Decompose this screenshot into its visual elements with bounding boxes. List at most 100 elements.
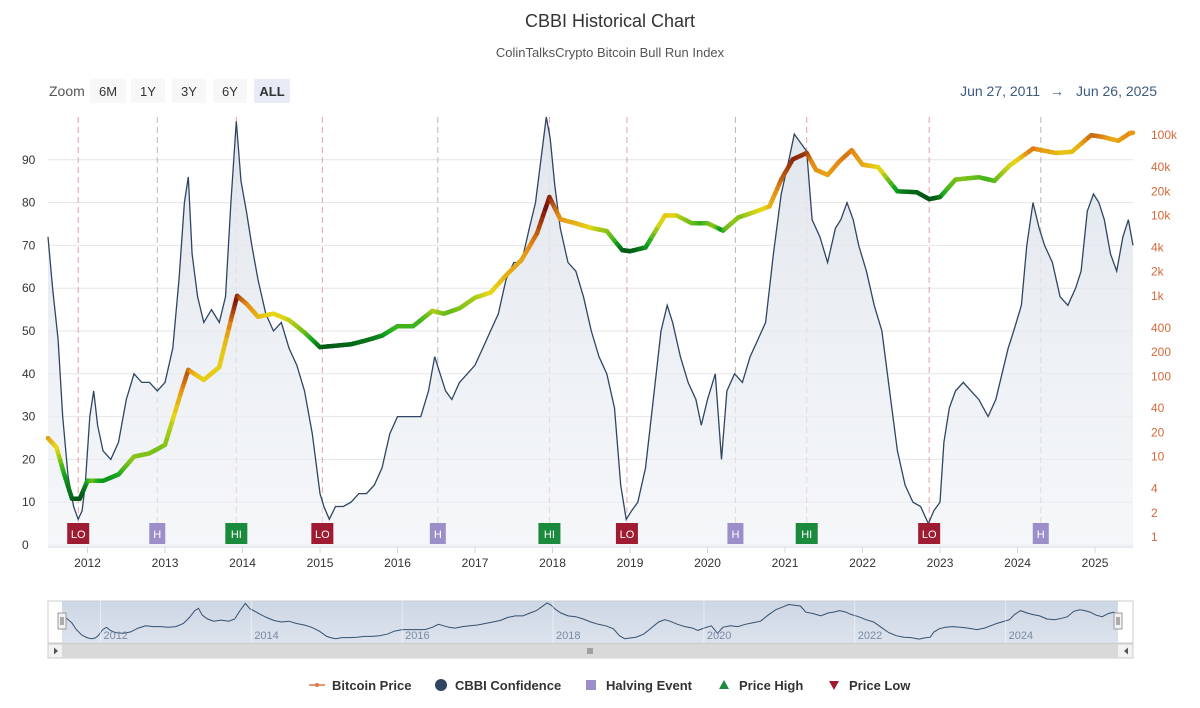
legend-circle-icon	[435, 679, 447, 691]
zoom-button-bg	[254, 79, 290, 103]
marker-box	[615, 523, 638, 544]
navigator-ticks: 2012 2014 2016 2018 2020 2022 2024	[99, 601, 1033, 643]
legend-label: Halving Event	[606, 678, 693, 693]
left-tick-label: 80	[22, 196, 36, 210]
left-tick-label: 60	[22, 281, 36, 295]
zoom-button-label: 6Y	[222, 84, 238, 99]
marker-box	[918, 523, 941, 544]
marker-price-low[interactable]: LO	[615, 523, 638, 544]
right-tick-label: 2	[1151, 506, 1158, 520]
marker-halving-event[interactable]: H	[727, 523, 744, 544]
x-tick-label: 2024	[1004, 556, 1031, 570]
zoom-button-bg	[172, 79, 206, 103]
marker-halving-event[interactable]: H	[149, 523, 166, 544]
range-from[interactable]: Jun 27, 2011	[960, 83, 1040, 99]
left-tick-label: 30	[22, 410, 36, 424]
left-tick-label: 40	[22, 367, 36, 381]
right-tick-label: 100	[1151, 369, 1171, 383]
marker-price-low[interactable]: LO	[67, 523, 90, 544]
x-tick-label: 2014	[229, 556, 256, 570]
zoom-button-all[interactable]: ALL	[254, 79, 290, 103]
zoom-button-bg	[90, 79, 126, 103]
marker-price-low[interactable]: LO	[918, 523, 941, 544]
x-tick-label: 2016	[384, 556, 411, 570]
zoom-button-6m[interactable]: 6M	[90, 79, 126, 103]
x-tick-label: 2013	[152, 556, 179, 570]
cbbi-fill	[48, 117, 1133, 545]
right-tick-label: 40k	[1151, 160, 1171, 174]
marker-price-high[interactable]: HI	[538, 523, 561, 544]
scrollbar[interactable]	[47, 643, 1134, 659]
navigator-handle-right[interactable]	[1113, 612, 1123, 630]
right-tick-label: 10k	[1151, 209, 1171, 223]
marker-label: HI	[231, 529, 242, 541]
legend-triangle-down-icon	[829, 681, 839, 690]
legend-item-halving-event[interactable]: Halving Event	[586, 678, 693, 693]
marker-label: LO	[620, 529, 635, 541]
left-tick-label: 20	[22, 452, 36, 466]
legend-item-price-high[interactable]: Price High	[719, 678, 803, 693]
right-tick-label: 4	[1151, 482, 1158, 496]
x-tick-label: 2021	[772, 556, 799, 570]
scroll-right-icon[interactable]	[1124, 647, 1128, 655]
left-tick-label: 0	[22, 538, 29, 552]
range-to[interactable]: Jun 26, 2025	[1076, 83, 1157, 99]
zoom-button-1y[interactable]: 1Y	[131, 79, 165, 103]
x-tick-label: 2025	[1082, 556, 1109, 570]
x-tick-label: 2012	[74, 556, 101, 570]
marker-halving-event[interactable]: H	[429, 523, 446, 544]
legend-square-icon	[586, 680, 596, 690]
marker-label: H	[1037, 529, 1045, 541]
date-range: Jun 27, 2011 → Jun 26, 2025	[960, 83, 1157, 99]
right-tick-label: 2k	[1151, 265, 1165, 279]
marker-label: HI	[801, 529, 812, 541]
x-tick-label: 2023	[927, 556, 954, 570]
legend-label: Bitcoin Price	[332, 678, 411, 693]
left-tick-label: 50	[22, 324, 36, 338]
zoom-button-bg	[131, 79, 165, 103]
marker-label: H	[434, 529, 442, 541]
zoom-button-3y[interactable]: 3Y	[172, 79, 206, 103]
left-tick-label: 10	[22, 495, 36, 509]
zoom-button-6y[interactable]: 6Y	[213, 79, 247, 103]
chart-title: CBBI Historical Chart	[525, 11, 695, 31]
marker-halving-event[interactable]: H	[1032, 523, 1049, 544]
legend-item-bitcoin-price[interactable]: Bitcoin Price	[309, 678, 411, 693]
cbbi-area	[47, 116, 1134, 545]
marker-label: H	[153, 529, 161, 541]
zoom-button-bg	[213, 79, 247, 103]
marker-price-high[interactable]: HI	[795, 523, 818, 544]
navigator-tick-label: 2018	[556, 630, 580, 642]
navigator-tick-label: 2024	[1009, 630, 1033, 642]
marker-price-low[interactable]: LO	[311, 523, 334, 544]
navigator-tick-label: 2014	[254, 630, 278, 642]
marker-box	[727, 523, 744, 544]
marker-box	[67, 523, 90, 544]
right-tick-label: 20	[1151, 425, 1165, 439]
legend-label: CBBI Confidence	[455, 678, 561, 693]
legend-label: Price Low	[849, 678, 911, 693]
legend-item-price-low[interactable]: Price Low	[829, 678, 911, 693]
marker-label: LO	[71, 529, 86, 541]
navigator-tick-label: 2016	[405, 630, 429, 642]
navigator-handle-left[interactable]	[57, 612, 67, 630]
x-tick-label: 2019	[617, 556, 644, 570]
x-axis: 2012 2013 2014 2015 2016 2017 2018 2019 2020 2021…	[48, 546, 1133, 570]
marker-label: H	[731, 529, 739, 541]
right-tick-label: 1k	[1151, 289, 1165, 303]
marker-box	[225, 523, 248, 544]
navigator[interactable]: 2012 2014 2016 2018 2020 2022 2024	[47, 600, 1134, 644]
left-tick-label: 90	[22, 153, 36, 167]
x-tick-label: 2018	[539, 556, 566, 570]
marker-price-high[interactable]: HI	[225, 523, 248, 544]
zoom-button-label: 1Y	[140, 84, 156, 99]
navigator-tick-label: 2022	[858, 630, 882, 642]
marker-box	[795, 523, 818, 544]
x-tick-label: 2015	[307, 556, 334, 570]
scroll-left-icon[interactable]	[54, 647, 58, 655]
zoom-button-label: 6M	[99, 84, 117, 99]
navigator-series	[61, 602, 1119, 640]
right-tick-label: 40	[1151, 401, 1165, 415]
legend-item-cbbi-confidence[interactable]: CBBI Confidence	[435, 678, 561, 693]
